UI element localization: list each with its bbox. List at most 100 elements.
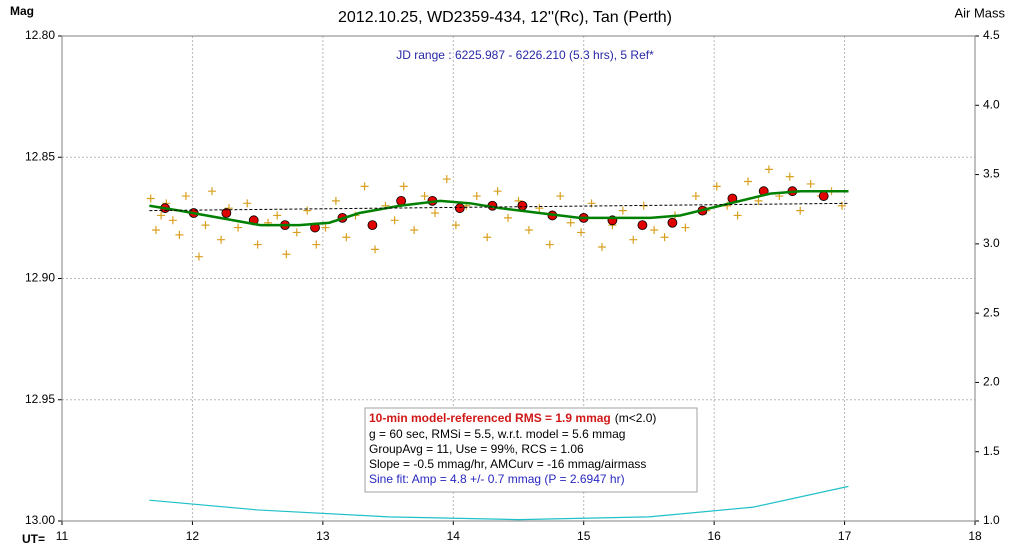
data-point [483, 233, 492, 242]
x-tick-label: 13 [316, 529, 330, 543]
data-point [472, 192, 481, 201]
data-point [431, 209, 440, 218]
data-point [399, 182, 408, 191]
data-point [217, 235, 226, 244]
y2-tick-label: 4.5 [983, 28, 1000, 42]
y2-tick-label: 4.0 [983, 97, 1000, 111]
data-point [754, 196, 763, 205]
y-tick-label: 12.95 [25, 392, 55, 406]
data-point [796, 206, 805, 215]
data-point [764, 165, 773, 174]
group-average [667, 217, 678, 228]
x-tick-label: 12 [186, 529, 200, 543]
data-point [504, 213, 513, 222]
data-point [712, 182, 721, 191]
y2-tick-label: 2.0 [983, 375, 1000, 389]
data-point [292, 228, 301, 237]
group-average [637, 220, 648, 231]
data-point [243, 199, 252, 208]
x-tick-label: 11 [56, 529, 69, 543]
data-point [806, 179, 815, 188]
data-point [650, 226, 659, 234]
y-tick-label: 12.80 [25, 28, 55, 42]
data-point [493, 187, 502, 196]
stats-line: g = 60 sec, RMSi = 5.5, w.r.t. model = 5… [369, 427, 625, 441]
data-point [524, 226, 533, 234]
data-point [253, 240, 262, 249]
group-average [818, 191, 829, 201]
data-point [785, 172, 794, 181]
data-point [321, 223, 330, 232]
model-line [149, 189, 849, 227]
data-point [331, 196, 340, 205]
data-point [691, 192, 700, 201]
group-average [454, 203, 465, 214]
data-point [371, 245, 380, 254]
plot-frame [61, 35, 976, 522]
data-point [545, 240, 554, 249]
data-point [733, 211, 742, 220]
data-point [175, 230, 184, 239]
data-point [618, 206, 627, 215]
data-point [556, 192, 565, 201]
data-point [535, 204, 544, 213]
data-point [146, 194, 155, 203]
data-point [629, 235, 638, 244]
data-point [442, 175, 451, 184]
data-point [312, 240, 321, 249]
data-point [744, 177, 753, 186]
data-point [577, 228, 586, 237]
model-line [149, 202, 849, 212]
stats-box-frame [364, 407, 698, 493]
y-axis-label: Mag [10, 4, 34, 18]
stats-box: 10-min model-referenced RMS = 1.9 mmag (m… [364, 407, 698, 493]
x-tick-label: 15 [577, 529, 591, 543]
stats-rms-note: (m<2.0) [615, 411, 657, 425]
group-average [367, 220, 378, 231]
data-point [282, 250, 291, 259]
y-tick-label: 13.00 [25, 513, 55, 527]
x-tick-label: 16 [707, 529, 721, 543]
airmass-line [149, 485, 849, 521]
group-average [221, 208, 232, 218]
data-point [273, 211, 282, 220]
data-point [597, 242, 606, 251]
x-tick-label: 18 [968, 529, 982, 543]
x-axis-label: UT= [22, 532, 45, 546]
x-tick-label: 14 [447, 529, 461, 543]
group-average [517, 200, 528, 211]
data-point [303, 206, 312, 215]
stats-line: Slope = -0.5 mmag/hr, AMCurv = -16 mmag/… [369, 457, 646, 471]
data-point [234, 223, 243, 232]
stats-sine: Sine fit: Amp = 4.8 +/- 0.7 mmag (P = 2.… [369, 472, 625, 486]
annotation: JD range : 6225.987 - 6226.210 (5.3 hrs)… [396, 48, 654, 62]
data-point [451, 221, 460, 230]
y2-axis-label: Air Mass [954, 5, 1005, 20]
data-point [207, 187, 216, 196]
data-point [194, 252, 203, 261]
x-tick-label: 17 [838, 529, 852, 543]
data-point [168, 216, 177, 225]
data-point [420, 192, 429, 201]
y2-tick-label: 3.0 [983, 236, 1000, 250]
stats-rms-value: 10-min model-referenced RMS = 1.9 mmag [369, 411, 611, 425]
chart-title: 2012.10.25, WD2359-434, 12''(Rc), Tan (P… [338, 9, 672, 26]
data-point [660, 233, 669, 242]
data-point [360, 182, 369, 191]
data-point [342, 233, 351, 242]
data-point [181, 192, 190, 201]
y2-tick-label: 1.5 [983, 444, 1000, 458]
y-tick-label: 12.85 [25, 149, 55, 163]
data-point [390, 216, 399, 225]
data-point [201, 221, 210, 230]
y2-tick-label: 1.0 [983, 513, 1000, 527]
data-point [410, 226, 419, 234]
data-point [151, 226, 160, 234]
data-point [157, 211, 166, 220]
stats-line: GroupAvg = 11, Use = 99%, RCS = 1.06 [369, 442, 584, 456]
y-tick-label: 12.90 [25, 271, 55, 285]
y2-tick-label: 2.5 [983, 305, 1000, 319]
data-point [566, 218, 575, 227]
data-point [681, 223, 690, 232]
